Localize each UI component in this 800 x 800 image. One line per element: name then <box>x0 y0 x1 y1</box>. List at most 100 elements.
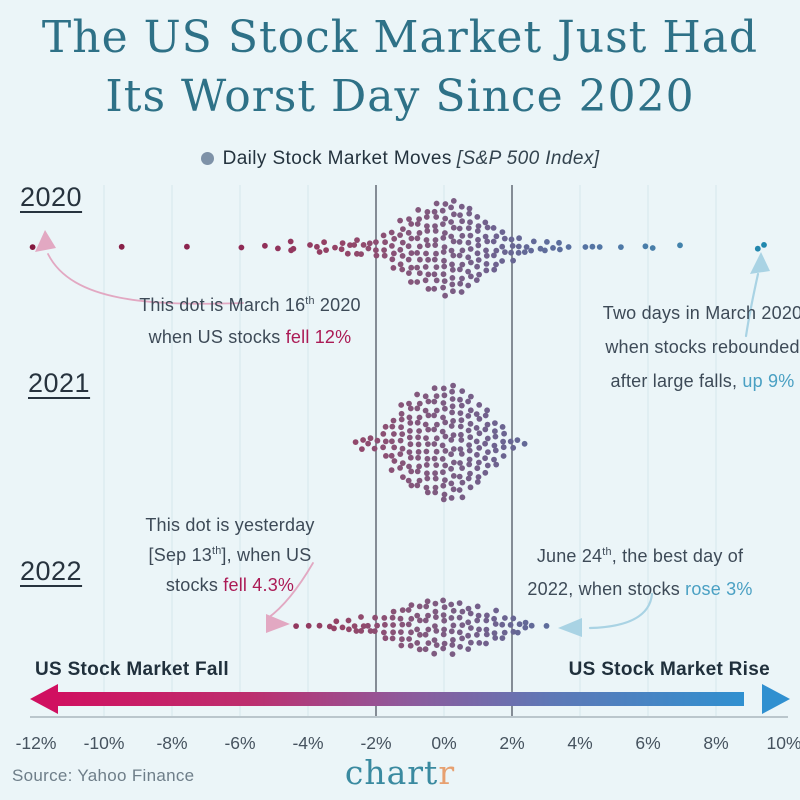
annotation-rebound-2020: Two days in March 2020 when stocks rebou… <box>575 296 800 398</box>
dot <box>365 440 371 447</box>
dot <box>431 385 438 392</box>
dot <box>465 619 472 626</box>
dot <box>354 250 360 257</box>
dot <box>407 642 414 649</box>
dot <box>307 242 313 248</box>
dot <box>433 264 440 270</box>
dot <box>457 280 464 287</box>
dot <box>491 266 498 273</box>
dot <box>352 439 359 445</box>
annotation-march-2020: This dot is March 16th 2020 when US stoc… <box>110 289 390 353</box>
dot <box>557 246 563 253</box>
dot <box>422 407 429 414</box>
dot <box>468 625 474 631</box>
dot <box>550 245 556 251</box>
dot <box>406 636 412 642</box>
dot <box>367 628 374 634</box>
dot <box>415 449 422 455</box>
dot <box>431 412 437 419</box>
dot <box>397 232 403 239</box>
swarm-2021 <box>352 382 528 503</box>
rise-direction-label: US Stock Market Rise <box>568 659 770 680</box>
dot <box>439 207 446 214</box>
dot <box>432 223 438 230</box>
dot <box>474 250 481 257</box>
dot <box>441 278 448 284</box>
dot <box>431 650 438 657</box>
dot <box>414 391 420 398</box>
annotation-highlight: fell 4.3% <box>223 575 295 595</box>
dot <box>431 256 438 263</box>
dot <box>521 249 528 256</box>
annotation-line: This dot is March 16th 2020 <box>139 295 361 315</box>
dot <box>439 428 446 435</box>
dot <box>371 628 378 634</box>
dot <box>514 437 521 443</box>
dot <box>351 623 358 629</box>
dot <box>391 444 398 451</box>
yesterday-annotation-arrow <box>267 562 314 619</box>
dot <box>501 235 508 242</box>
dot <box>466 447 473 454</box>
dot <box>459 494 466 501</box>
dot <box>415 441 422 448</box>
dot <box>397 246 404 253</box>
dot <box>465 413 472 419</box>
dot <box>474 617 481 624</box>
dot <box>351 242 358 248</box>
dot <box>441 257 447 264</box>
dot <box>440 597 446 604</box>
dot <box>448 437 455 443</box>
dot <box>475 242 482 249</box>
dot <box>449 275 456 281</box>
dot <box>482 219 489 226</box>
dot <box>483 640 489 647</box>
dot <box>441 491 448 498</box>
dot <box>467 434 474 441</box>
dot <box>493 607 499 614</box>
dot <box>431 208 438 215</box>
dot <box>507 622 514 628</box>
dot <box>440 221 446 228</box>
dot <box>456 252 463 259</box>
dot <box>467 470 473 477</box>
dot <box>390 417 397 424</box>
dot <box>339 240 346 247</box>
dot <box>459 479 466 486</box>
dot <box>500 453 507 459</box>
direction-gradient-arrow <box>30 684 790 714</box>
dot <box>467 219 473 226</box>
dot <box>425 640 432 646</box>
dot <box>450 198 457 204</box>
axis-tick-label: -12% <box>15 733 57 753</box>
dot <box>383 453 389 459</box>
march-annotation-arrow <box>47 253 244 305</box>
dot <box>537 245 544 252</box>
dot <box>275 245 281 252</box>
dot <box>405 607 412 613</box>
axis-tick-label: 4% <box>567 733 593 753</box>
dot <box>332 244 338 251</box>
dot <box>440 631 447 638</box>
dot <box>408 279 414 285</box>
dot <box>433 393 440 399</box>
dot <box>456 600 463 606</box>
dot <box>677 242 683 249</box>
title-line-1: The US Stock Market Just Had <box>41 12 759 63</box>
dot <box>441 244 448 251</box>
dot <box>290 245 297 252</box>
dot <box>381 247 387 254</box>
dot <box>406 449 413 455</box>
dot <box>458 437 465 443</box>
dot <box>399 239 406 246</box>
dot <box>382 621 388 628</box>
dot <box>423 448 430 455</box>
dot <box>493 461 500 468</box>
dot <box>408 602 415 608</box>
dot <box>466 456 473 463</box>
dot <box>482 233 489 240</box>
dot <box>508 236 515 243</box>
dot <box>422 277 429 284</box>
swarm-2022 <box>293 597 550 657</box>
